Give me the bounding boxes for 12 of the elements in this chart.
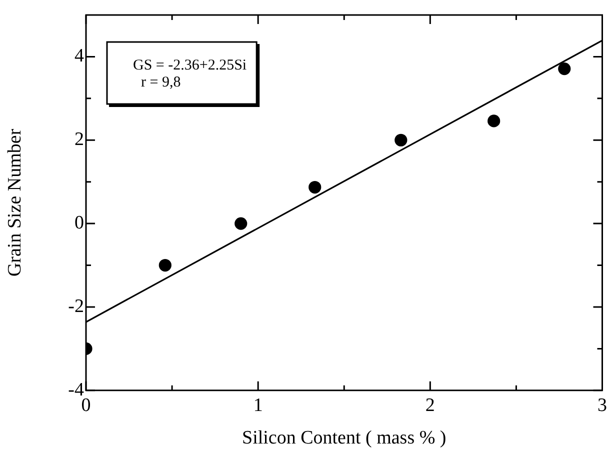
y-tick-label: 2 bbox=[74, 129, 84, 150]
y-tick-label: -2 bbox=[68, 296, 84, 317]
y-tick-label: 0 bbox=[74, 212, 84, 234]
y-tick-label: -4 bbox=[68, 379, 84, 400]
annotation: r = 9,8 bbox=[141, 74, 181, 90]
x-tick-label: 2 bbox=[425, 394, 435, 416]
y-axis-title: Grain Size Number bbox=[4, 128, 26, 277]
y-tick-label: 4 bbox=[74, 46, 84, 67]
x-tick-label: 3 bbox=[598, 394, 607, 416]
x-tick-label: 1 bbox=[253, 394, 263, 416]
x-axis-title: Silicon Content ( mass % ) bbox=[242, 428, 446, 449]
annotation: GS = -2.36+2.25Si bbox=[133, 57, 247, 74]
